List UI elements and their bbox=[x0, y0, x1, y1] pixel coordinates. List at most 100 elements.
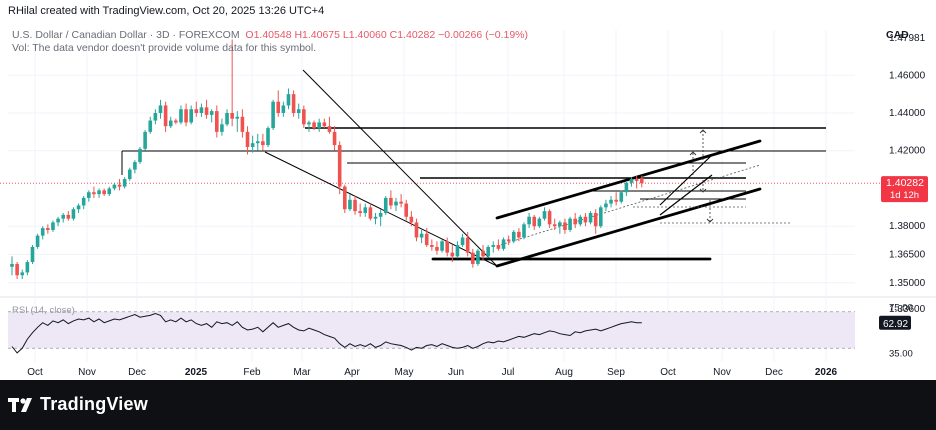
candle-body bbox=[245, 131, 250, 147]
candle-body bbox=[460, 237, 465, 246]
candle-body bbox=[368, 207, 373, 219]
candle-body bbox=[624, 182, 629, 193]
candle-body bbox=[440, 241, 444, 251]
candlestick-series bbox=[10, 39, 644, 280]
candle-body bbox=[92, 192, 96, 195]
ohlc-high: H1.40675 bbox=[294, 29, 340, 41]
candle-body bbox=[496, 245, 501, 249]
candle-body bbox=[271, 101, 275, 129]
rsi-value-label: 62.92 bbox=[883, 319, 908, 330]
candle-body bbox=[558, 222, 562, 227]
ohlc-low: L1.40060 bbox=[342, 29, 387, 41]
candle-body bbox=[261, 141, 265, 146]
candle-body bbox=[122, 179, 127, 187]
candle-body bbox=[588, 212, 593, 223]
rsi-tick-75: 75.00 bbox=[889, 303, 913, 314]
candle-body bbox=[552, 224, 557, 227]
breakout-line bbox=[659, 154, 713, 206]
candle-body bbox=[481, 250, 485, 257]
candle-body bbox=[378, 212, 383, 217]
candle-body bbox=[312, 122, 316, 129]
candle-body bbox=[353, 199, 357, 212]
wedge-upper-trendline bbox=[302, 69, 498, 267]
candle-body bbox=[127, 169, 132, 180]
candle-body bbox=[148, 120, 153, 132]
attribution-bar: RHilal created with TradingView.com, Oct… bbox=[0, 0, 936, 22]
brand-name: TradingView bbox=[40, 394, 148, 414]
candle-body bbox=[255, 141, 260, 144]
rsi-label: RSI (14, close) bbox=[12, 305, 75, 316]
candle-body bbox=[527, 216, 531, 225]
tradingview-logo-icon bbox=[8, 398, 32, 412]
candle-body bbox=[46, 228, 50, 230]
candle-body bbox=[573, 218, 577, 225]
candle-body bbox=[394, 201, 398, 206]
candle-body bbox=[220, 124, 224, 132]
rsi-line bbox=[11, 312, 642, 354]
candle-body bbox=[20, 272, 25, 276]
x-tick-label: Aug bbox=[555, 367, 573, 378]
candle-body bbox=[291, 94, 296, 114]
attribution-text: RHilal created with TradingView.com, Oct… bbox=[8, 5, 325, 17]
candle-body bbox=[35, 235, 40, 247]
x-tick-label: Jun bbox=[448, 367, 464, 378]
candle-body bbox=[409, 216, 414, 223]
y-tick-label: 1.38000 bbox=[889, 221, 926, 232]
y-tick-label: 1.44000 bbox=[889, 108, 926, 119]
x-tick-label: Dec bbox=[128, 367, 146, 378]
chart-area[interactable]: RSI (14, close) 1.47981 1.46000 1.44000 1.4… bbox=[0, 22, 936, 380]
candle-body bbox=[327, 126, 332, 132]
trend-drawings bbox=[0, 69, 880, 268]
candle-body bbox=[266, 128, 270, 146]
candle-body bbox=[307, 122, 311, 125]
candle-body bbox=[501, 239, 506, 249]
candle-body bbox=[619, 192, 624, 202]
candle-body bbox=[40, 228, 45, 236]
channel-lower-trendline bbox=[495, 187, 762, 268]
rsi-tick-35: 35.00 bbox=[889, 348, 913, 359]
price-chart-svg[interactable]: RSI (14, close) 1.479811.460001.440001.4… bbox=[0, 22, 936, 380]
x-tick-label: May bbox=[395, 367, 414, 378]
candle-body bbox=[389, 197, 393, 206]
candle-body bbox=[209, 111, 214, 115]
candle-body bbox=[629, 179, 634, 183]
candle-body bbox=[56, 218, 60, 223]
candle-body bbox=[168, 120, 173, 127]
candle-body bbox=[51, 222, 55, 230]
candle-body bbox=[61, 214, 65, 219]
candle-body bbox=[639, 178, 644, 184]
price-tag-countdown: 1d 12h bbox=[890, 190, 919, 201]
ohlc-close: C1.40282 bbox=[389, 29, 436, 41]
candle-body bbox=[276, 101, 281, 114]
candle-body bbox=[235, 116, 240, 119]
candle-body bbox=[112, 184, 117, 189]
candle-body bbox=[117, 184, 122, 187]
candle-body bbox=[10, 263, 14, 267]
target-arrow-up-2-head bbox=[689, 151, 697, 156]
candle-body bbox=[445, 241, 449, 253]
channel-upper-trendline bbox=[495, 139, 762, 220]
volume-note: Vol: The data vendor doesn't provide vol… bbox=[12, 42, 317, 54]
candle-body bbox=[296, 109, 301, 114]
candle-body bbox=[189, 109, 193, 123]
y-tick-label: 1.35000 bbox=[889, 278, 926, 289]
candle-body bbox=[158, 105, 163, 114]
candle-body bbox=[107, 188, 112, 195]
candle-body bbox=[563, 222, 567, 230]
candle-body bbox=[184, 109, 188, 123]
candle-body bbox=[373, 216, 378, 219]
candle-body bbox=[194, 109, 199, 114]
candle-body bbox=[532, 216, 537, 227]
candle-body bbox=[476, 250, 480, 264]
candle-body bbox=[163, 105, 168, 127]
footer-branding: TradingView bbox=[0, 380, 936, 430]
candle-body bbox=[578, 216, 583, 225]
candle-body bbox=[634, 179, 639, 181]
price-tag-box bbox=[881, 176, 928, 203]
candle-body bbox=[332, 131, 337, 146]
x-tick-label: Sep bbox=[607, 367, 625, 378]
candle-body bbox=[537, 218, 542, 227]
x-tick-label: Nov bbox=[78, 367, 96, 378]
x-tick-label: Oct bbox=[27, 367, 43, 378]
